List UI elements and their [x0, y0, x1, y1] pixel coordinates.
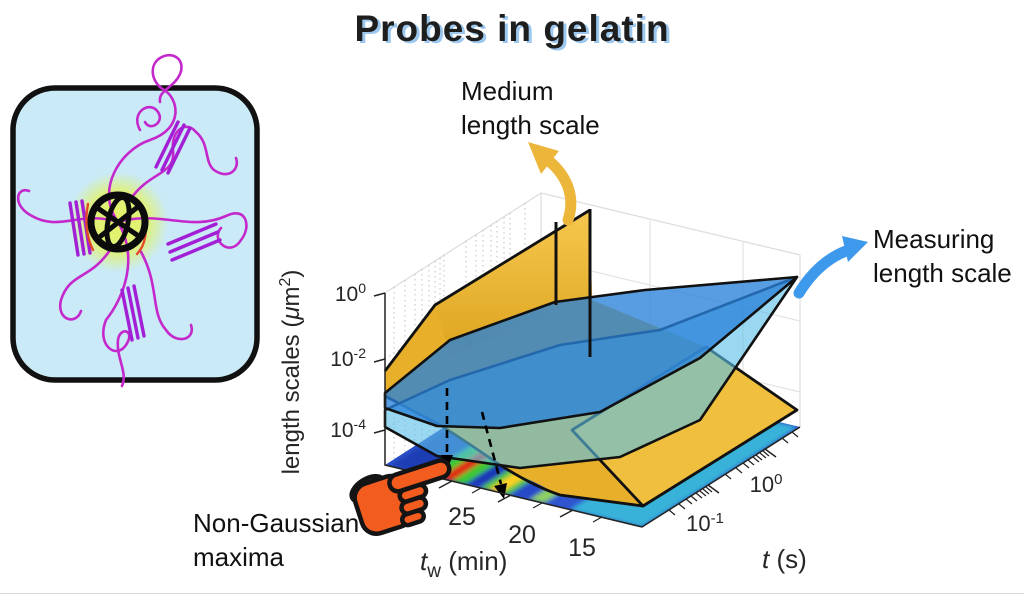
polymer-chain — [194, 130, 239, 176]
polymer-chain — [107, 53, 183, 224]
measuring-length-scale-label: Measuring length scale — [873, 224, 1012, 288]
fibril-bundle — [120, 284, 146, 342]
tw-tick-15: 15 — [568, 534, 596, 562]
z-tick-1: 100 — [335, 280, 366, 306]
polymer-chain — [116, 212, 248, 249]
hand-index-finger — [387, 458, 452, 494]
plot-3d: 100 10-2 10-4 25 20 15 10-1 100 length s… — [277, 192, 807, 582]
hand-finger-folded — [400, 508, 426, 528]
tw-axis-label: tw (min) — [420, 546, 507, 582]
medium-callout-arrowhead — [528, 142, 559, 174]
dashed-arrow-2 — [480, 411, 503, 485]
polymer-chain — [138, 248, 194, 341]
yellow-wall-clip-lines — [554, 209, 592, 357]
red-strand — [85, 202, 95, 252]
fibril-bundle — [154, 120, 192, 175]
polymer-chain — [102, 220, 131, 388]
medium-callout-arrow — [528, 142, 577, 226]
z-axis-label: length scales (μm2) — [277, 270, 305, 475]
pointing-hand-icon — [349, 458, 452, 536]
t-tick-0p1: 10-1 — [686, 510, 724, 536]
yellow-wall-top-edge — [383, 208, 591, 372]
z-axis-ticks — [373, 292, 386, 434]
fibril-bundles — [68, 120, 222, 342]
measuring-callout-arrowhead — [842, 236, 868, 262]
z-tick-2: 10-2 — [330, 345, 366, 371]
t-tick-1: 100 — [750, 471, 783, 497]
slide-bottom-edge — [0, 593, 1024, 594]
probe-sphere-meridian — [104, 194, 132, 250]
measuring-callout-arrow — [793, 236, 868, 299]
axis-lines — [384, 293, 801, 528]
polymer-chain — [136, 105, 161, 132]
figure-title: Probes in gelatin — [354, 8, 670, 49]
probe-sphere-icon — [87, 191, 149, 253]
tw-tick-25: 25 — [448, 503, 476, 531]
tw-axis-major-ticks — [438, 480, 574, 518]
yellow-surface-wall-face — [435, 210, 592, 355]
polymer-chains — [16, 53, 248, 388]
polymer-chain — [58, 248, 112, 321]
medium-length-scale-label: Medium length scale — [461, 76, 600, 140]
z-tick-3: 10-4 — [330, 416, 366, 442]
fibril-bundle — [166, 222, 222, 262]
probe-illustration — [10, 53, 260, 388]
probe-sphere-outline — [87, 191, 149, 253]
tw-tick-20: 20 — [508, 521, 536, 549]
t-axis-minor-ticks — [668, 431, 799, 516]
t-axis-major-ticks — [707, 448, 777, 494]
t-axis-label: t (s) — [762, 544, 807, 574]
dashed-arrow-2-head — [494, 483, 507, 499]
probe-sphere-cross-lines — [94, 204, 142, 241]
non-gaussian-maxima-label: Non-Gaussian maxima — [193, 508, 360, 572]
